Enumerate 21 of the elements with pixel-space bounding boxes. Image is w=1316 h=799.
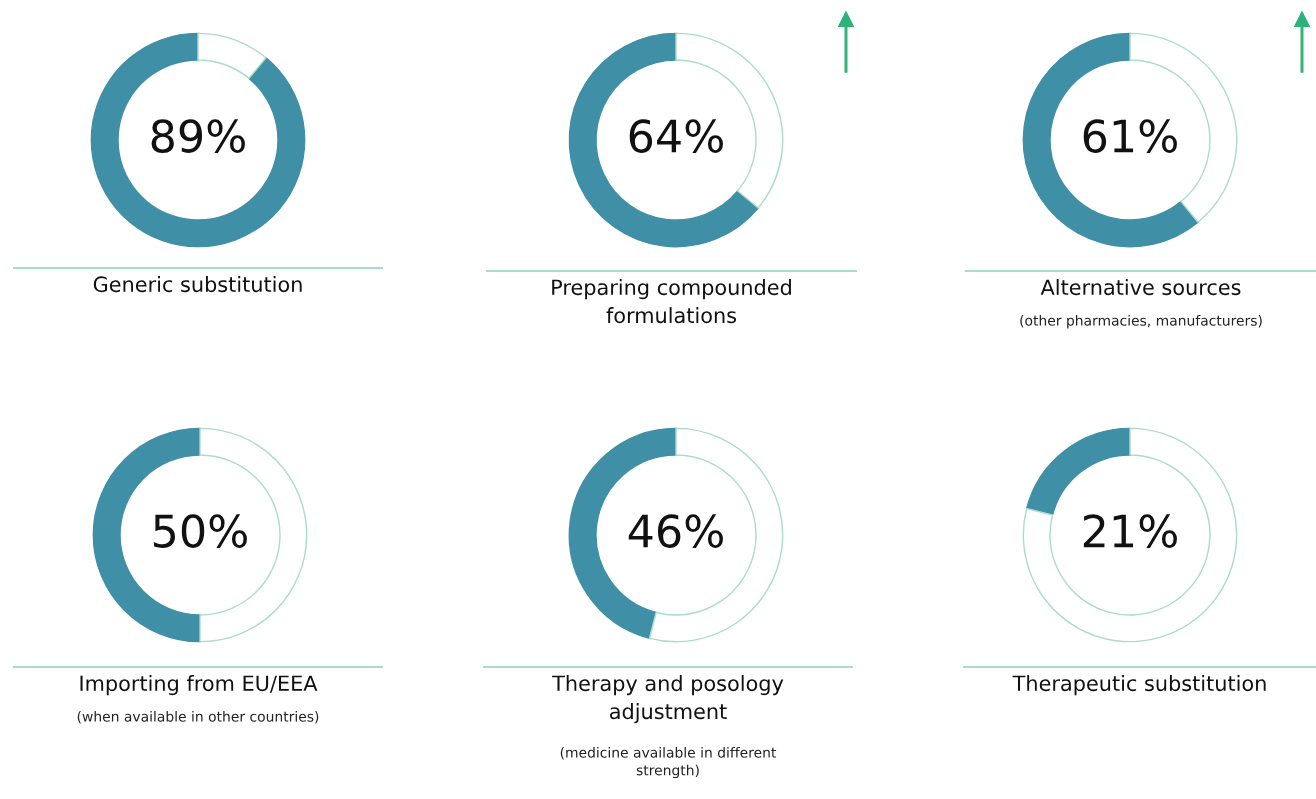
data-label: 21% [1083,514,1177,548]
data-label: 89% [151,119,245,153]
text: Preparing compounded formulations [552,279,791,324]
text: Generic substitution [93,276,302,293]
text: (other pharmacies, manufacturers) [1020,315,1262,329]
text: Therapeutic substitution [1012,675,1266,696]
donut-slice [197,32,267,80]
donut-slice [1022,427,1238,643]
data-label: 61% [1083,119,1177,153]
donut-slice [1022,32,1199,248]
text: (when available in other countries) [77,711,319,724]
text: Importing from EU/EEA [80,675,318,696]
donut-slice [1025,427,1131,516]
text: Alternative sources [1040,279,1241,296]
donut-slice [90,32,306,248]
text: (medicine available in different strength) [560,747,777,779]
data-label: 46% [628,514,723,548]
data-label: 64% [629,119,723,153]
data-label: 50% [154,514,247,548]
text: Therapy and posology adjustment [552,675,784,724]
donut-slice [568,32,759,248]
